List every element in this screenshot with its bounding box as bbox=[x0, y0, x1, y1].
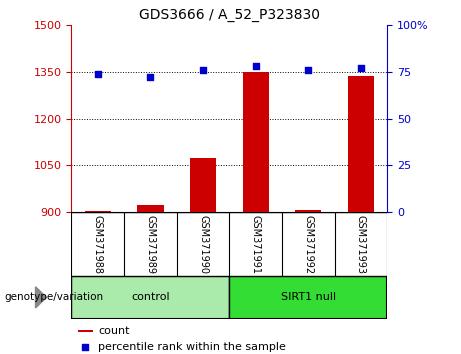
Bar bbox=[295, 210, 321, 212]
Point bbox=[252, 63, 260, 69]
Point bbox=[147, 74, 154, 80]
Bar bbox=[137, 205, 164, 212]
Bar bbox=[71, 276, 229, 319]
Text: GSM371993: GSM371993 bbox=[356, 215, 366, 274]
Text: genotype/variation: genotype/variation bbox=[5, 292, 104, 302]
Point bbox=[199, 67, 207, 73]
Point bbox=[357, 65, 365, 71]
Point bbox=[94, 71, 101, 76]
Text: GSM371989: GSM371989 bbox=[145, 215, 155, 274]
Point bbox=[82, 344, 89, 350]
Text: SIRT1 null: SIRT1 null bbox=[281, 292, 336, 302]
Text: GSM371992: GSM371992 bbox=[303, 215, 313, 274]
Bar bbox=[348, 76, 374, 212]
Text: percentile rank within the sample: percentile rank within the sample bbox=[98, 342, 286, 352]
Bar bbox=[85, 211, 111, 212]
Text: count: count bbox=[98, 326, 130, 336]
Bar bbox=[229, 276, 387, 319]
Point bbox=[305, 67, 312, 73]
Bar bbox=[78, 330, 93, 332]
Text: control: control bbox=[131, 292, 170, 302]
Title: GDS3666 / A_52_P323830: GDS3666 / A_52_P323830 bbox=[139, 8, 320, 22]
Text: GSM371991: GSM371991 bbox=[251, 215, 260, 274]
Polygon shape bbox=[35, 287, 47, 308]
Bar bbox=[242, 72, 269, 212]
Bar bbox=[190, 158, 216, 212]
Text: GSM371990: GSM371990 bbox=[198, 215, 208, 274]
Text: GSM371988: GSM371988 bbox=[93, 215, 103, 274]
